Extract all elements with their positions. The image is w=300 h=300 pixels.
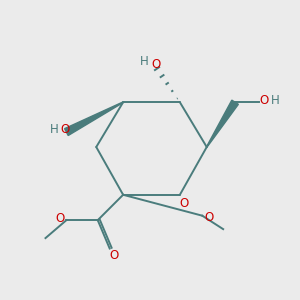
Text: O: O xyxy=(60,123,70,136)
Text: O: O xyxy=(180,197,189,210)
Text: O: O xyxy=(151,58,160,71)
Text: O: O xyxy=(56,212,65,225)
Text: H: H xyxy=(50,123,58,136)
Polygon shape xyxy=(64,102,123,136)
Text: H: H xyxy=(140,56,148,68)
Text: O: O xyxy=(260,94,269,107)
Text: O: O xyxy=(110,249,119,262)
Polygon shape xyxy=(206,100,238,147)
Text: O: O xyxy=(204,211,214,224)
Text: H: H xyxy=(271,94,280,107)
